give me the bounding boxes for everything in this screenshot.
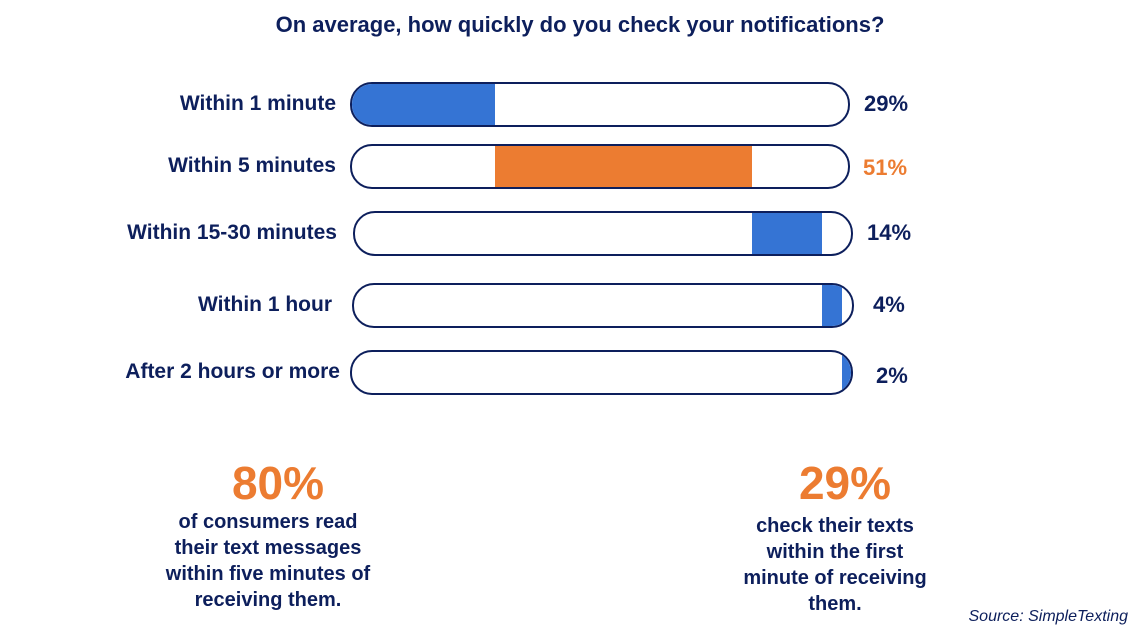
bar-track [352,283,854,328]
bar [751,213,823,254]
stat-2-line: them. [808,593,862,615]
bar [842,352,851,393]
category-label: Within 15-30 minutes [127,221,337,244]
category-label: Within 1 minute [179,92,336,115]
stat-2-value: 29% [798,457,892,509]
bar-track [353,211,853,256]
stat-2-line: minute of receiving [743,567,927,589]
category-label: After 2 hours or more [125,360,340,383]
bar [822,285,843,326]
stat-2-description: check their texts within the first minut… [685,513,985,617]
value-label: 29% [864,91,909,116]
bar [495,146,752,187]
bar-track [350,144,850,189]
stat-1-value: 80% [231,457,325,509]
stat-1-line: their text messages [174,537,362,559]
bar [352,84,496,125]
value-label: 51% [863,155,908,180]
stat-1-line: within five minutes of [165,563,371,585]
value-label: 14% [867,220,912,245]
category-label: Within 5 minutes [168,154,336,177]
bar-track [350,82,850,127]
stat-1-description: of consumers read their text messages wi… [118,509,418,613]
chart-title: On average, how quickly do you check you… [275,12,885,37]
stat-2-line: check their texts [756,515,914,537]
source-note: Source: SimpleTexting [968,608,1129,625]
bar-track [350,350,853,395]
value-label: 2% [876,363,908,388]
stat-1-line: of consumers read [178,511,358,533]
stat-1-line: receiving them. [194,589,342,611]
value-label: 4% [873,292,905,317]
stat-2-line: within the first [766,541,904,563]
category-label: Within 1 hour [198,293,332,316]
